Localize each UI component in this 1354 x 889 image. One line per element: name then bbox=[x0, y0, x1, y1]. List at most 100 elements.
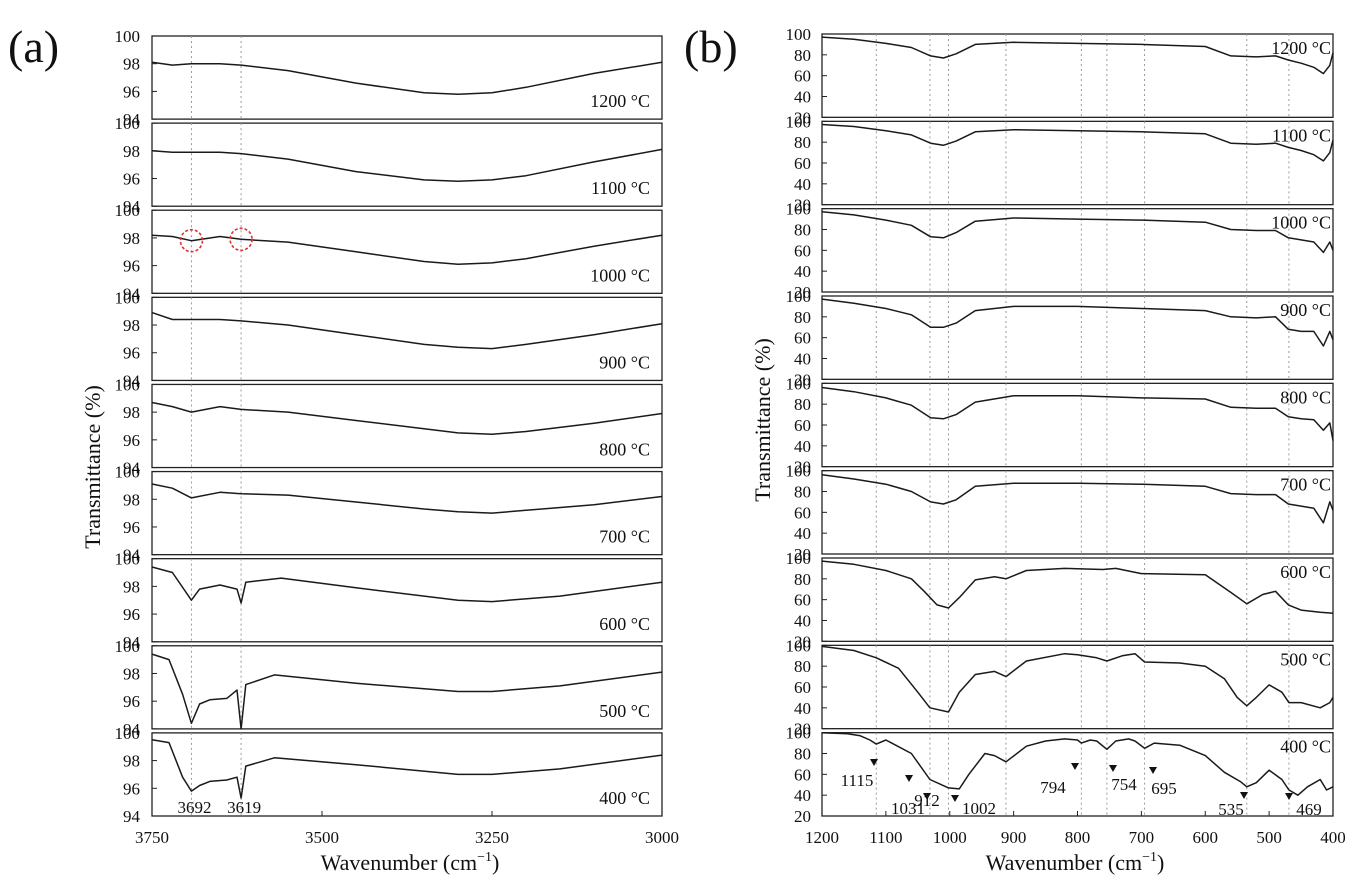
x-tick-label: 800 bbox=[1065, 828, 1091, 847]
y-tick-label: 100 bbox=[115, 550, 141, 569]
y-tick-label: 80 bbox=[794, 133, 811, 152]
series-label: 400 °C bbox=[599, 788, 650, 808]
y-tick-label: 94 bbox=[123, 197, 141, 216]
y-tick-label: 100 bbox=[786, 287, 812, 306]
panel-b-letter: (b) bbox=[684, 21, 738, 72]
series-line bbox=[821, 36, 1334, 75]
peak-annotation: 695 bbox=[1151, 779, 1177, 798]
series-label: 1100 °C bbox=[1272, 125, 1331, 145]
x-tick-label: 3750 bbox=[135, 828, 169, 847]
series-label: 500 °C bbox=[599, 701, 650, 721]
y-tick-label: 94 bbox=[123, 371, 141, 390]
y-tick-label: 98 bbox=[123, 55, 140, 74]
y-tick-label: 98 bbox=[123, 490, 140, 509]
y-tick-label: 96 bbox=[123, 692, 140, 711]
series-line bbox=[151, 401, 663, 436]
subpanel-600c: 94 96 98 100 600 °C bbox=[115, 550, 663, 652]
series-label: 1200 °C bbox=[590, 91, 650, 111]
y-tick-label: 100 bbox=[786, 200, 812, 219]
y-tick-label: 100 bbox=[115, 27, 141, 46]
y-tick-label: 94 bbox=[123, 110, 141, 129]
y-tick-label: 60 bbox=[794, 416, 811, 435]
series-label: 1200 °C bbox=[1271, 38, 1331, 58]
peak-annotation: 535 bbox=[1218, 800, 1244, 819]
y-tick-label: 98 bbox=[123, 403, 140, 422]
x-tick-label: 3250 bbox=[475, 828, 509, 847]
y-tick-label: 40 bbox=[794, 524, 811, 543]
series-label: 600 °C bbox=[599, 614, 650, 634]
y-tick-label: 100 bbox=[115, 463, 141, 482]
peak-arrow bbox=[1071, 763, 1079, 770]
y-tick-label: 80 bbox=[794, 657, 811, 676]
x-tick-label: 700 bbox=[1129, 828, 1155, 847]
peak-arrow bbox=[951, 795, 959, 802]
x-tick-label: 400 bbox=[1320, 828, 1346, 847]
y-tick-label: 96 bbox=[123, 605, 140, 624]
series-line bbox=[151, 234, 663, 265]
subpanel-1100c: 20 40 60 80 100 1100 °C bbox=[786, 112, 1334, 215]
peak-arrow bbox=[1109, 765, 1117, 772]
peak-arrow bbox=[870, 759, 878, 766]
y-tick-label: 40 bbox=[794, 437, 811, 456]
subpanel-400c: 94 96 98 100 400 °C bbox=[115, 724, 663, 826]
subpanel-frame bbox=[821, 33, 1334, 118]
y-tick-label: 80 bbox=[794, 221, 811, 240]
subpanel-1200c: 94 96 98 100 1200 °C bbox=[115, 27, 663, 129]
series-line bbox=[821, 731, 1334, 796]
series-label: 800 °C bbox=[1280, 387, 1331, 407]
y-tick-label: 98 bbox=[123, 229, 140, 248]
peak-arrow bbox=[1240, 792, 1248, 799]
y-tick-label: 40 bbox=[794, 350, 811, 369]
series-line bbox=[821, 211, 1334, 254]
y-tick-label: 96 bbox=[123, 518, 140, 537]
series-label: 700 °C bbox=[1280, 475, 1331, 495]
series-line bbox=[151, 311, 663, 350]
y-tick-label: 80 bbox=[794, 46, 811, 65]
y-tick-label: 60 bbox=[794, 678, 811, 697]
series-line bbox=[821, 123, 1334, 162]
y-tick-label: 20 bbox=[794, 196, 811, 215]
peak-annotation: 1031 bbox=[891, 799, 925, 818]
y-tick-label: 94 bbox=[123, 720, 141, 739]
y-tick-label: 20 bbox=[794, 370, 811, 389]
subpanel-500c: 94 96 98 100 500 °C bbox=[115, 637, 663, 739]
y-tick-label: 100 bbox=[115, 724, 141, 743]
series-label: 1100 °C bbox=[591, 178, 650, 198]
subpanel-800c: 94 96 98 100 800 °C bbox=[115, 375, 663, 478]
y-tick-label: 20 bbox=[794, 283, 811, 302]
y-tick-label: 96 bbox=[123, 257, 140, 276]
y-tick-label: 20 bbox=[794, 545, 811, 564]
y-tick-label: 100 bbox=[115, 201, 141, 220]
series-label: 400 °C bbox=[1280, 737, 1331, 757]
series-line bbox=[821, 645, 1334, 713]
y-tick-label: 20 bbox=[794, 632, 811, 651]
y-tick-label: 100 bbox=[115, 288, 141, 307]
subpanel-frame bbox=[151, 296, 663, 382]
peak-annotation: 1002 bbox=[962, 799, 996, 818]
panel-a-y-axis-label: Transmittance (%) bbox=[80, 385, 105, 549]
peak-annotation: 3619 bbox=[227, 798, 261, 817]
y-tick-label: 96 bbox=[123, 779, 140, 798]
y-tick-label: 98 bbox=[123, 752, 140, 771]
x-tick-label: 900 bbox=[1001, 828, 1027, 847]
subpanel-frame bbox=[151, 558, 663, 643]
panel-a: (a) Transmittance (%) Wavenumber (cm−1) … bbox=[8, 21, 679, 875]
y-tick-label: 100 bbox=[115, 375, 141, 394]
subpanel-frame bbox=[151, 383, 663, 469]
subpanel-frame bbox=[821, 208, 1334, 293]
peak-arrow bbox=[905, 775, 913, 782]
y-tick-label: 94 bbox=[123, 633, 141, 652]
y-tick-label: 94 bbox=[123, 546, 141, 565]
y-tick-label: 94 bbox=[123, 284, 141, 303]
peak-arrow bbox=[923, 793, 931, 800]
y-tick-label: 94 bbox=[123, 807, 141, 826]
y-tick-label: 40 bbox=[794, 786, 811, 805]
series-label: 1000 °C bbox=[590, 265, 650, 285]
x-tick-label: 600 bbox=[1193, 828, 1219, 847]
y-tick-label: 100 bbox=[786, 112, 812, 131]
y-tick-label: 40 bbox=[794, 612, 811, 631]
subpanel-1100c: 94 96 98 100 1100 °C bbox=[115, 114, 663, 216]
